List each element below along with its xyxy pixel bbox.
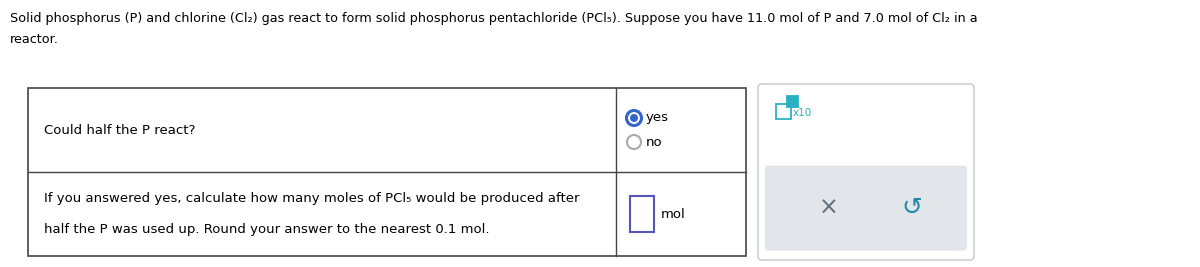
Text: reactor.: reactor. [10, 33, 59, 46]
Text: If you answered yes, calculate how many moles of PCl₅ would be produced after: If you answered yes, calculate how many … [44, 193, 580, 205]
Circle shape [626, 111, 642, 125]
FancyBboxPatch shape [758, 84, 974, 260]
Circle shape [628, 135, 641, 149]
Text: Solid phosphorus (P) and chlorine (Cl₂) gas react to form solid phosphorus penta: Solid phosphorus (P) and chlorine (Cl₂) … [10, 12, 978, 25]
Bar [630, 196, 654, 232]
Text: ×: × [818, 196, 839, 220]
Text: mol: mol [661, 207, 685, 221]
FancyBboxPatch shape [766, 166, 967, 251]
Bar [776, 104, 791, 119]
Bar [787, 96, 798, 107]
Text: Could half the P react?: Could half the P react? [44, 124, 196, 136]
Text: no: no [646, 135, 662, 148]
Circle shape [630, 114, 638, 122]
Bar [28, 88, 746, 256]
Text: yes: yes [646, 112, 670, 124]
Text: half the P was used up. Round your answer to the nearest 0.1 mol.: half the P was used up. Round your answe… [44, 223, 490, 235]
Text: x10: x10 [793, 108, 812, 118]
Text: ↺: ↺ [901, 196, 923, 220]
